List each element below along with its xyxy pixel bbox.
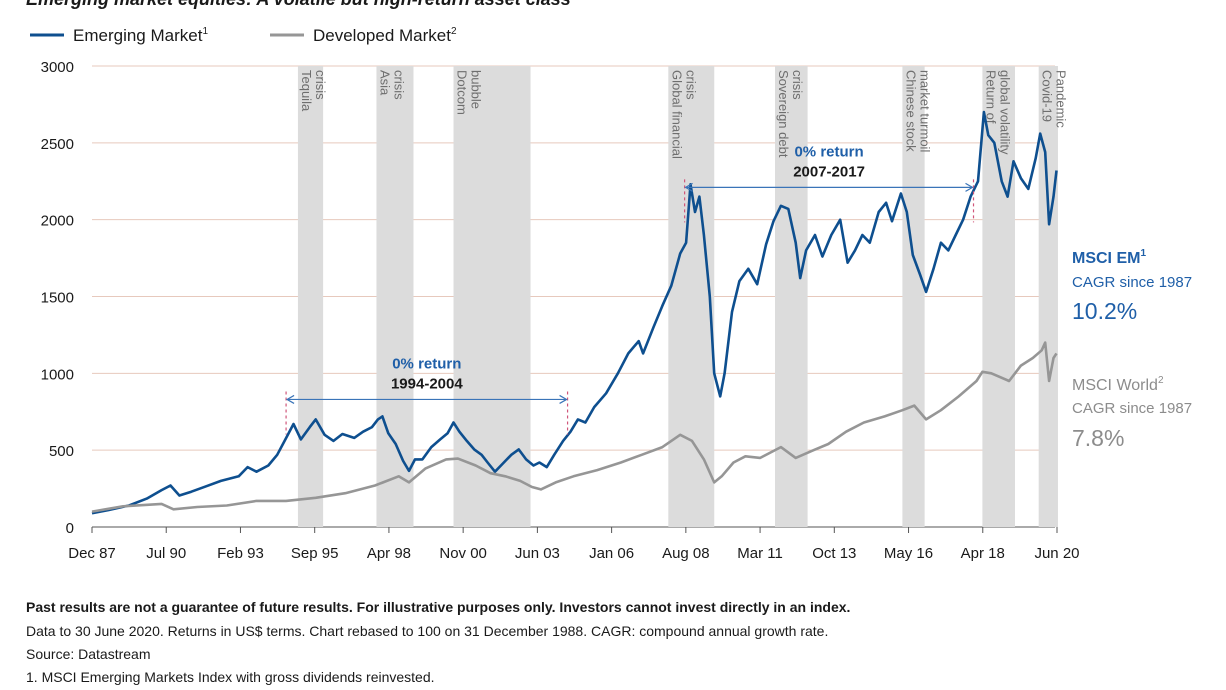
grid-lines [92,65,1055,528]
arrow-head-right [559,394,568,404]
legend-label: Developed Market2 [313,26,457,45]
event-band [297,66,324,527]
x-tick-label: Mar 11 [737,545,783,562]
y-tick-label: 1500 [41,290,74,307]
event-band-label: market turmoil [917,70,932,152]
x-tick-label: May 16 [884,545,933,562]
disclaimer-note: Past results are not a guarantee of futu… [26,599,851,615]
side-label-subtitle: CAGR since 1987 [1072,400,1192,417]
event-band [982,66,1015,527]
chart-title: Emerging market equities: A volatile but… [26,0,571,10]
side-labels: MSCI EM1 CAGR since 1987 10.2% MSCI World2 C… [1072,248,1192,451]
arrow-head-left [285,394,295,404]
y-tick-label: 2000 [41,213,74,230]
x-tick-label: Feb 93 [217,545,264,562]
data-note: Data to 30 June 2020. Returns in US$ ter… [26,623,829,639]
event-band-label: Sovereign debt [776,70,791,158]
event-band-label: crisis [313,70,328,100]
annotation-period: 1994-2004 [391,375,463,392]
series-line-developed-market [91,341,1058,513]
annotation-period: 2007-2017 [793,163,865,180]
y-tick-label: 2500 [41,136,74,153]
event-band-label: Chinese stock [903,70,918,152]
side-label-value: 10.2% [1072,298,1137,324]
event-band [376,66,414,527]
arrow-head-left [684,182,693,192]
series-line-emerging-market [91,110,1058,515]
x-tick-label: Jun 20 [1034,545,1079,562]
y-tick-label: 0 [66,520,74,537]
event-band-label: Asia [377,70,392,96]
side-label-value: 7.8% [1072,425,1124,451]
event-band-label: crisis [790,70,805,100]
x-tick-label: Jul 90 [146,545,186,562]
x-tick-label: Apr 98 [367,545,411,562]
source-note: Source: Datastream [26,646,151,662]
y-tick-label: 500 [49,443,74,460]
legend: Emerging Market1 Developed Market2 [30,26,457,45]
event-band [1038,66,1058,527]
series-lines [91,110,1058,515]
footnote-1: 1. MSCI Emerging Markets Index with gros… [26,669,435,685]
arrow-head-right [965,182,974,192]
side-label-subtitle: CAGR since 1987 [1072,274,1192,291]
return-annotations: 0% return 1994-2004 0% return 2007-2017 [285,143,975,435]
event-band-label: Return of [983,70,998,124]
x-tick-label: Sep 95 [291,545,339,562]
x-tick-label: Oct 13 [812,545,856,562]
x-tick-label: Apr 18 [961,545,1005,562]
event-band-label: Tequila [299,70,314,112]
event-band-label: Global financial [669,70,684,159]
event-band-label: crisis [391,70,406,100]
legend-label: Emerging Market1 [73,26,208,45]
annotation-title: 0% return [392,355,461,372]
x-tick-label: Jun 03 [515,545,560,562]
axes: 0 500 1000 1500 2000 2500 3000 Dec 87 Jul 90 Feb … [41,59,1080,562]
side-label-name: MSCI World2 [1072,375,1164,394]
event-band-label: global volatility [997,70,1012,155]
event-band [774,66,808,527]
event-band-label: Covid-19 [1040,70,1055,122]
x-tick-label: Aug 08 [662,545,710,562]
x-tick-label: Jan 06 [589,545,634,562]
annotation-title: 0% return [794,143,863,160]
y-tick-label: 3000 [41,59,74,76]
y-tick-label: 1000 [41,366,74,383]
event-band-label: Pandemic [1054,70,1069,128]
x-tick-label: Nov 00 [439,545,487,562]
event-band-label: Dotcom [454,70,469,115]
event-band [453,66,531,527]
side-label-name: MSCI EM1 [1072,248,1146,267]
event-band-label: crisis [683,70,698,100]
line-chart: Tequila crisis Asia crisis Dotcom bubble Globa… [30,26,1192,562]
event-band [668,66,715,527]
x-tick-label: Dec 87 [68,545,116,562]
event-band-label: bubble [468,70,483,109]
